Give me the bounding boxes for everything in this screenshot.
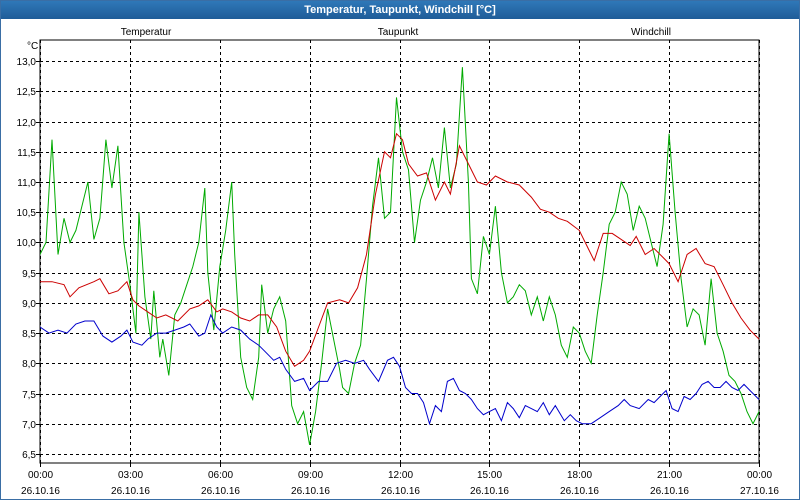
y-tick-label: 9,0 — [22, 299, 36, 310]
y-tick-label: 7,5 — [22, 390, 36, 401]
series-line-temperatur — [40, 132, 759, 368]
x-tick-time-label: 09:00 — [298, 470, 323, 481]
y-tick-label: 10,0 — [17, 238, 37, 249]
series-line-taupunkt — [40, 313, 759, 426]
y-tick-label: 11,0 — [17, 178, 36, 189]
y-tick-label: 12,0 — [17, 118, 37, 129]
legend-entry-temperatur: Temperatur — [121, 27, 172, 38]
x-tick-date-label: 26.10.16 — [111, 486, 150, 497]
y-tick-label: 11,5 — [17, 148, 36, 159]
x-tick-date-label: 26.10.16 — [470, 486, 509, 497]
x-tick-time-label: 15:00 — [477, 470, 502, 481]
y-tick-label: 13,0 — [17, 57, 37, 68]
y-tick-label: 6,5 — [22, 450, 36, 461]
legend-entry-taupunkt: Taupunkt — [378, 27, 419, 38]
y-tick-label: 10,5 — [17, 208, 37, 219]
x-tick-date-label: 26.10.16 — [650, 486, 689, 497]
x-tick-time-label: 00:00 — [747, 470, 772, 481]
y-tick-label: 8,0 — [22, 359, 36, 370]
y-tick-label: 7,0 — [22, 420, 36, 431]
plot-area — [39, 39, 760, 464]
y-tick-label: 8,5 — [22, 329, 36, 340]
x-tick-date-label: 26.10.16 — [201, 486, 240, 497]
x-tick-date-label: 27.10.16 — [740, 486, 779, 497]
x-tick-time-label: 18:00 — [567, 470, 592, 481]
legend-entry-windchill: Windchill — [631, 27, 671, 38]
x-tick-date-label: 26.10.16 — [560, 486, 599, 497]
x-tick-time-label: 03:00 — [118, 470, 143, 481]
line-chart: 6,5 7,0 7,5 8,0 8,5 9,0 9,5 10,0 10,5 11,0 11,5 12,… — [17, 27, 780, 497]
x-tick-time-label: 21:00 — [657, 470, 682, 481]
series-line-windchill — [40, 67, 759, 445]
x-tick-date-label: 26.10.16 — [21, 486, 60, 497]
y-axis-label: °C — [27, 41, 38, 52]
x-tick-time-label: 00:00 — [28, 470, 53, 481]
y-tick-label: 12,5 — [17, 87, 37, 98]
window-title: Temperatur, Taupunkt, Windchill [°C] — [1, 1, 799, 19]
x-tick-date-label: 26.10.16 — [291, 486, 330, 497]
y-tick-label: 9,5 — [22, 269, 36, 280]
x-tick-time-label: 06:00 — [208, 470, 233, 481]
x-tick-date-label: 26.10.16 — [381, 486, 420, 497]
x-tick-time-label: 12:00 — [388, 470, 413, 481]
